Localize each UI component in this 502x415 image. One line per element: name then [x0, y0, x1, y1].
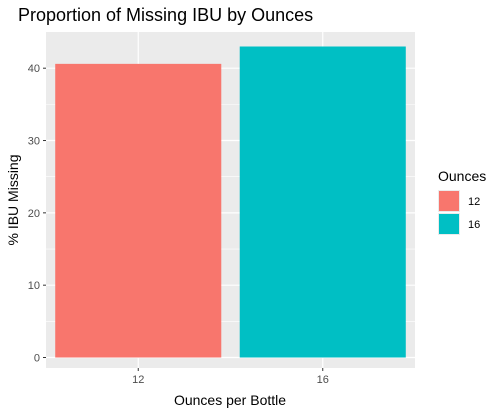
bars [55, 46, 406, 358]
legend: Ounces 12 16 [438, 168, 486, 235]
y-tick-label: 30 [28, 136, 40, 148]
bar-16 [239, 46, 406, 358]
legend-swatch-16 [439, 214, 459, 234]
legend-title: Ounces [438, 168, 486, 184]
y-axis: 0 10 20 30 40 [28, 63, 46, 365]
x-tick-label: 16 [317, 374, 329, 386]
legend-label-16: 16 [468, 219, 480, 231]
y-axis-title: % IBU Missing [5, 154, 21, 245]
legend-label-12: 12 [468, 196, 480, 208]
x-tick-label: 12 [132, 374, 144, 386]
legend-swatch-12 [439, 191, 459, 211]
x-axis: 12 16 [132, 368, 329, 386]
y-tick-label: 40 [28, 63, 40, 75]
bar-12 [55, 63, 222, 358]
chart-title: Proportion of Missing IBU by Ounces [18, 5, 313, 25]
x-axis-title: Ounces per Bottle [174, 392, 286, 408]
y-tick-label: 10 [28, 280, 40, 292]
legend-entries: 12 16 [438, 190, 480, 235]
y-tick-label: 0 [34, 353, 40, 365]
y-tick-label: 20 [28, 208, 40, 220]
